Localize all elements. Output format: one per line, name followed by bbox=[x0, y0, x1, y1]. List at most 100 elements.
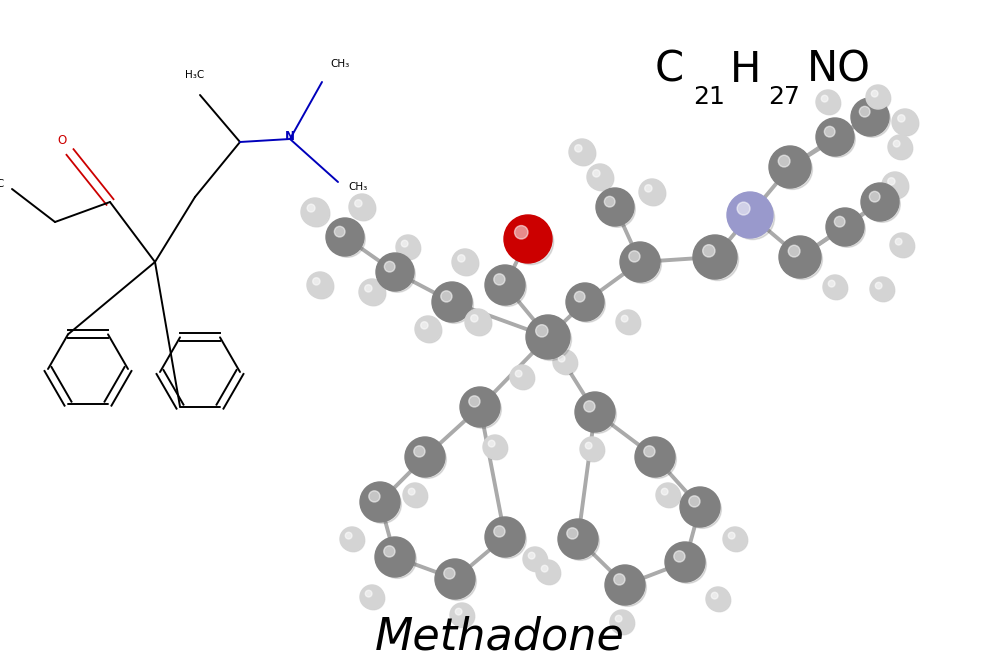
Circle shape bbox=[309, 274, 334, 299]
Circle shape bbox=[828, 280, 835, 287]
Circle shape bbox=[485, 437, 508, 460]
Circle shape bbox=[783, 239, 822, 279]
Text: 21: 21 bbox=[693, 85, 725, 109]
Circle shape bbox=[861, 183, 899, 221]
Circle shape bbox=[355, 199, 362, 207]
Circle shape bbox=[689, 496, 700, 507]
Circle shape bbox=[569, 139, 595, 165]
Circle shape bbox=[892, 235, 915, 258]
Circle shape bbox=[504, 215, 552, 263]
Circle shape bbox=[706, 587, 730, 611]
Circle shape bbox=[882, 172, 908, 198]
Circle shape bbox=[326, 218, 364, 256]
Circle shape bbox=[485, 517, 525, 557]
Circle shape bbox=[898, 115, 905, 122]
Circle shape bbox=[629, 251, 640, 262]
Circle shape bbox=[488, 440, 495, 447]
Circle shape bbox=[680, 487, 720, 527]
Circle shape bbox=[816, 90, 840, 114]
Circle shape bbox=[665, 542, 705, 582]
Circle shape bbox=[616, 310, 640, 334]
Circle shape bbox=[558, 519, 598, 559]
Circle shape bbox=[471, 315, 478, 322]
Circle shape bbox=[515, 370, 522, 377]
Circle shape bbox=[485, 265, 525, 305]
Circle shape bbox=[558, 356, 565, 362]
Circle shape bbox=[823, 275, 847, 299]
Text: H: H bbox=[730, 49, 761, 91]
Circle shape bbox=[818, 92, 841, 115]
Circle shape bbox=[610, 610, 634, 634]
Circle shape bbox=[728, 532, 735, 539]
Circle shape bbox=[435, 559, 475, 599]
Circle shape bbox=[819, 121, 855, 157]
Circle shape bbox=[623, 245, 661, 283]
Circle shape bbox=[656, 483, 680, 507]
Circle shape bbox=[727, 192, 773, 238]
Circle shape bbox=[618, 312, 641, 335]
Circle shape bbox=[895, 238, 902, 245]
Circle shape bbox=[460, 387, 500, 427]
Circle shape bbox=[405, 437, 445, 477]
Circle shape bbox=[875, 282, 882, 289]
Circle shape bbox=[674, 551, 685, 562]
Circle shape bbox=[398, 237, 421, 260]
Circle shape bbox=[866, 85, 890, 109]
Circle shape bbox=[515, 225, 528, 239]
Circle shape bbox=[538, 562, 561, 585]
Circle shape bbox=[384, 546, 395, 557]
Circle shape bbox=[788, 245, 800, 257]
Circle shape bbox=[585, 442, 592, 449]
Circle shape bbox=[376, 253, 414, 291]
Circle shape bbox=[869, 191, 880, 202]
Circle shape bbox=[584, 401, 595, 412]
Circle shape bbox=[575, 392, 615, 432]
Circle shape bbox=[488, 268, 526, 306]
Circle shape bbox=[378, 540, 416, 578]
Circle shape bbox=[438, 562, 476, 600]
Circle shape bbox=[769, 146, 811, 188]
Circle shape bbox=[582, 439, 605, 462]
Text: 27: 27 bbox=[768, 85, 800, 109]
Circle shape bbox=[421, 321, 428, 329]
Circle shape bbox=[884, 174, 909, 199]
Circle shape bbox=[821, 95, 828, 102]
Circle shape bbox=[494, 526, 505, 537]
Circle shape bbox=[615, 615, 622, 622]
Circle shape bbox=[375, 537, 415, 577]
Circle shape bbox=[541, 565, 548, 572]
Circle shape bbox=[620, 242, 660, 282]
Circle shape bbox=[824, 126, 835, 137]
Circle shape bbox=[892, 109, 918, 135]
Circle shape bbox=[641, 181, 666, 206]
Circle shape bbox=[693, 235, 737, 279]
Circle shape bbox=[313, 277, 320, 285]
Text: CH₃: CH₃ bbox=[348, 182, 367, 192]
Circle shape bbox=[851, 98, 889, 136]
Circle shape bbox=[525, 549, 548, 572]
Text: N: N bbox=[285, 131, 295, 143]
Circle shape bbox=[301, 198, 329, 226]
Circle shape bbox=[593, 169, 600, 177]
Circle shape bbox=[444, 568, 455, 579]
Circle shape bbox=[658, 485, 681, 508]
Circle shape bbox=[450, 603, 474, 627]
Text: C: C bbox=[655, 49, 684, 91]
Circle shape bbox=[868, 87, 891, 110]
Circle shape bbox=[408, 440, 446, 478]
Circle shape bbox=[731, 196, 775, 239]
Circle shape bbox=[369, 491, 380, 502]
Circle shape bbox=[737, 202, 750, 215]
Circle shape bbox=[639, 179, 665, 205]
Circle shape bbox=[608, 568, 646, 606]
Circle shape bbox=[872, 279, 895, 302]
Circle shape bbox=[349, 194, 375, 220]
Circle shape bbox=[605, 565, 645, 605]
Circle shape bbox=[569, 286, 605, 322]
Circle shape bbox=[405, 485, 428, 508]
Circle shape bbox=[567, 528, 578, 539]
Circle shape bbox=[408, 488, 415, 495]
Circle shape bbox=[360, 585, 384, 609]
Circle shape bbox=[864, 186, 900, 222]
Circle shape bbox=[612, 612, 635, 635]
